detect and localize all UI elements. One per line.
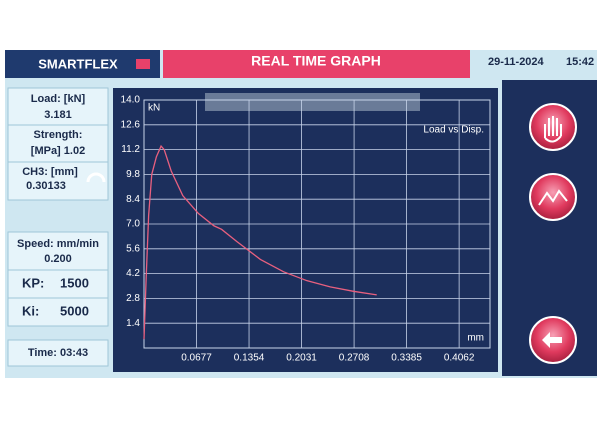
kp-value: 1500 <box>60 275 89 290</box>
kp-label: KP: <box>22 275 44 290</box>
x-tick-label: 0.4062 <box>444 353 475 364</box>
y-tick-label: 4.2 <box>126 268 140 279</box>
title: REAL TIME GRAPH <box>251 53 381 69</box>
hand-icon <box>544 116 562 143</box>
y-tick-label: 9.8 <box>126 169 140 180</box>
x-tick-label: 0.0677 <box>181 353 212 364</box>
y-tick-label: 14.0 <box>121 95 141 106</box>
back-icon <box>542 332 562 348</box>
time-readout: Time: 03:43 <box>28 347 88 359</box>
x-tick-label: 0.1354 <box>234 353 265 364</box>
y-tick-label: 7.0 <box>126 219 140 230</box>
date: 29-11-2024 <box>488 56 545 68</box>
x-axis-unit: mm <box>467 333 484 344</box>
graph-button[interactable] <box>529 173 577 221</box>
ch3-label: CH3: [mm] <box>22 166 78 178</box>
y-tick-label: 5.6 <box>126 243 140 254</box>
title-bar <box>163 50 470 78</box>
y-tick-label: 8.4 <box>126 194 140 205</box>
y-tick-label: 12.6 <box>121 119 141 130</box>
speed-label: Speed: mm/min <box>17 238 99 250</box>
time: 15:42 <box>566 56 594 68</box>
logo-bar <box>5 50 160 78</box>
x-tick-label: 0.2031 <box>286 353 317 364</box>
ch3-value: 0.30133 <box>26 180 66 192</box>
load-value: 3.181 <box>44 109 72 121</box>
y-tick-label: 1.4 <box>126 318 140 329</box>
x-tick-label: 0.3385 <box>391 353 422 364</box>
y-tick-label: 2.8 <box>126 293 140 304</box>
ki-value: 5000 <box>60 303 89 318</box>
logo: SMARTFLEX <box>38 56 118 71</box>
chart-panel <box>113 88 498 372</box>
ki-label: Ki: <box>22 303 39 318</box>
x-tick-label: 0.2708 <box>339 353 370 364</box>
y-axis-unit: kN <box>148 103 160 114</box>
data-line <box>143 144 377 340</box>
readout-cells <box>7 87 109 367</box>
zero-icon[interactable] <box>86 172 106 183</box>
y-tick-label: 11.2 <box>121 144 140 155</box>
speed-value: 0.200 <box>44 253 72 265</box>
legend-label: Load vs Disp. <box>423 125 484 136</box>
redacted-bar <box>205 93 420 111</box>
strength-value: [MPa] 1.02 <box>31 145 85 157</box>
logo-badge <box>136 59 150 69</box>
graph-icon <box>538 189 568 206</box>
load-label: Load: [kN] <box>31 93 86 105</box>
strength-label: Strength: <box>34 129 83 141</box>
